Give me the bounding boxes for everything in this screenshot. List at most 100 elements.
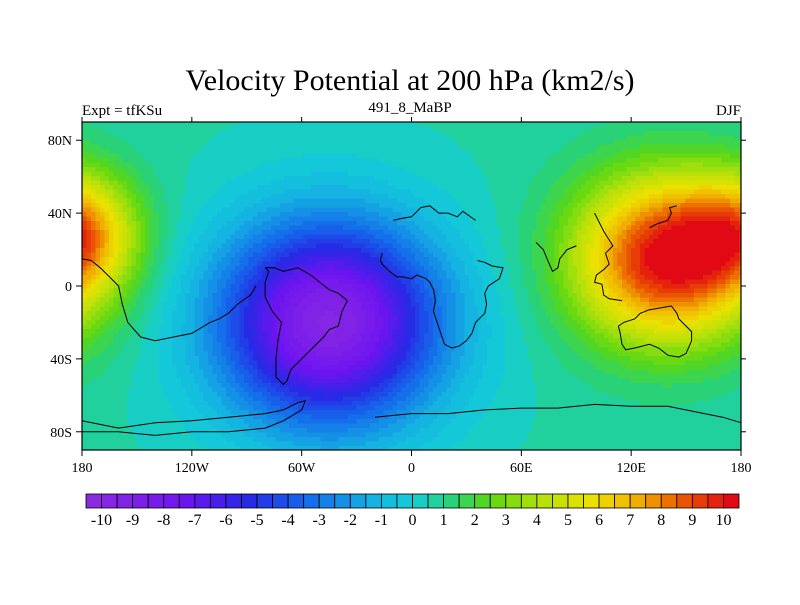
- field-cell: [608, 194, 614, 200]
- field-cell: [167, 270, 173, 276]
- field-cell: [235, 252, 241, 258]
- field-cell: [280, 162, 286, 168]
- field-cell: [505, 203, 511, 209]
- field-cell: [608, 225, 614, 231]
- field-cell: [505, 176, 511, 182]
- field-cell: [212, 194, 218, 200]
- field-cell: [185, 261, 191, 267]
- field-cell: [104, 243, 110, 249]
- field-cell: [356, 248, 362, 254]
- field-cell: [514, 261, 520, 267]
- field-cell: [361, 194, 367, 200]
- field-cell: [608, 153, 614, 159]
- field-cell: [505, 189, 511, 195]
- field-cell: [698, 266, 704, 272]
- field-cell: [185, 167, 191, 173]
- field-cell: [329, 203, 335, 209]
- field-cell: [622, 248, 628, 254]
- field-cell: [338, 176, 344, 182]
- field-cell: [154, 149, 160, 155]
- field-cell: [514, 126, 520, 132]
- field-cell: [689, 216, 695, 222]
- field-cell: [91, 257, 97, 263]
- field-cell: [640, 225, 646, 231]
- field-cell: [671, 248, 677, 254]
- field-cell: [716, 257, 722, 263]
- field-cell: [428, 135, 434, 141]
- field-cell: [316, 257, 322, 263]
- field-cell: [379, 225, 385, 231]
- field-cell: [671, 234, 677, 240]
- field-cell: [563, 122, 569, 128]
- field-cell: [302, 266, 308, 272]
- field-cell: [379, 270, 385, 276]
- field-cell: [707, 216, 713, 222]
- field-cell: [545, 216, 551, 222]
- field-cell: [199, 261, 205, 267]
- field-cell: [262, 189, 268, 195]
- field-cell: [716, 221, 722, 227]
- field-cell: [487, 149, 493, 155]
- field-cell: [127, 234, 133, 240]
- field-cell: [689, 126, 695, 132]
- field-cell: [523, 153, 529, 159]
- field-cell: [509, 180, 515, 186]
- field-cell: [514, 131, 520, 137]
- field-cell: [626, 207, 632, 213]
- field-cell: [167, 180, 173, 186]
- field-cell: [676, 189, 682, 195]
- field-cell: [401, 189, 407, 195]
- field-cell: [680, 171, 686, 177]
- field-cell: [127, 131, 133, 137]
- field-cell: [199, 239, 205, 245]
- field-cell: [388, 252, 394, 258]
- field-cell: [113, 257, 119, 263]
- field-cell: [545, 207, 551, 213]
- field-cell: [383, 144, 389, 150]
- field-cell: [302, 203, 308, 209]
- field-cell: [671, 135, 677, 141]
- field-cell: [347, 135, 353, 141]
- field-cell: [280, 270, 286, 276]
- field-cell: [734, 180, 740, 186]
- field-cell: [685, 225, 691, 231]
- field-cell: [725, 131, 731, 137]
- field-cell: [82, 158, 88, 164]
- field-cell: [248, 135, 254, 141]
- field-cell: [415, 140, 421, 146]
- field-cell: [599, 135, 605, 141]
- field-cell: [712, 122, 718, 128]
- field-cell: [253, 230, 259, 236]
- field-cell: [496, 261, 502, 267]
- field-cell: [545, 140, 551, 146]
- field-cell: [464, 144, 470, 150]
- field-cell: [185, 225, 191, 231]
- field-cell: [302, 126, 308, 132]
- field-cell: [419, 167, 425, 173]
- field-cell: [644, 198, 650, 204]
- field-cell: [275, 270, 281, 276]
- field-cell: [464, 153, 470, 159]
- field-cell: [203, 248, 209, 254]
- field-cell: [334, 162, 340, 168]
- field-cell: [334, 167, 340, 173]
- field-cell: [145, 153, 151, 159]
- field-cell: [307, 140, 313, 146]
- field-cell: [707, 194, 713, 200]
- field-cell: [406, 216, 412, 222]
- field-cell: [208, 185, 214, 191]
- field-cell: [100, 225, 106, 231]
- field-cell: [262, 149, 268, 155]
- field-cell: [559, 176, 565, 182]
- field-cell: [338, 185, 344, 191]
- field-cell: [356, 234, 362, 240]
- field-cell: [154, 176, 160, 182]
- field-cell: [185, 230, 191, 236]
- field-cell: [523, 203, 529, 209]
- field-cell: [275, 153, 281, 159]
- field-cell: [329, 176, 335, 182]
- field-cell: [104, 221, 110, 227]
- field-cell: [433, 185, 439, 191]
- field-cell: [689, 140, 695, 146]
- field-cell: [311, 270, 317, 276]
